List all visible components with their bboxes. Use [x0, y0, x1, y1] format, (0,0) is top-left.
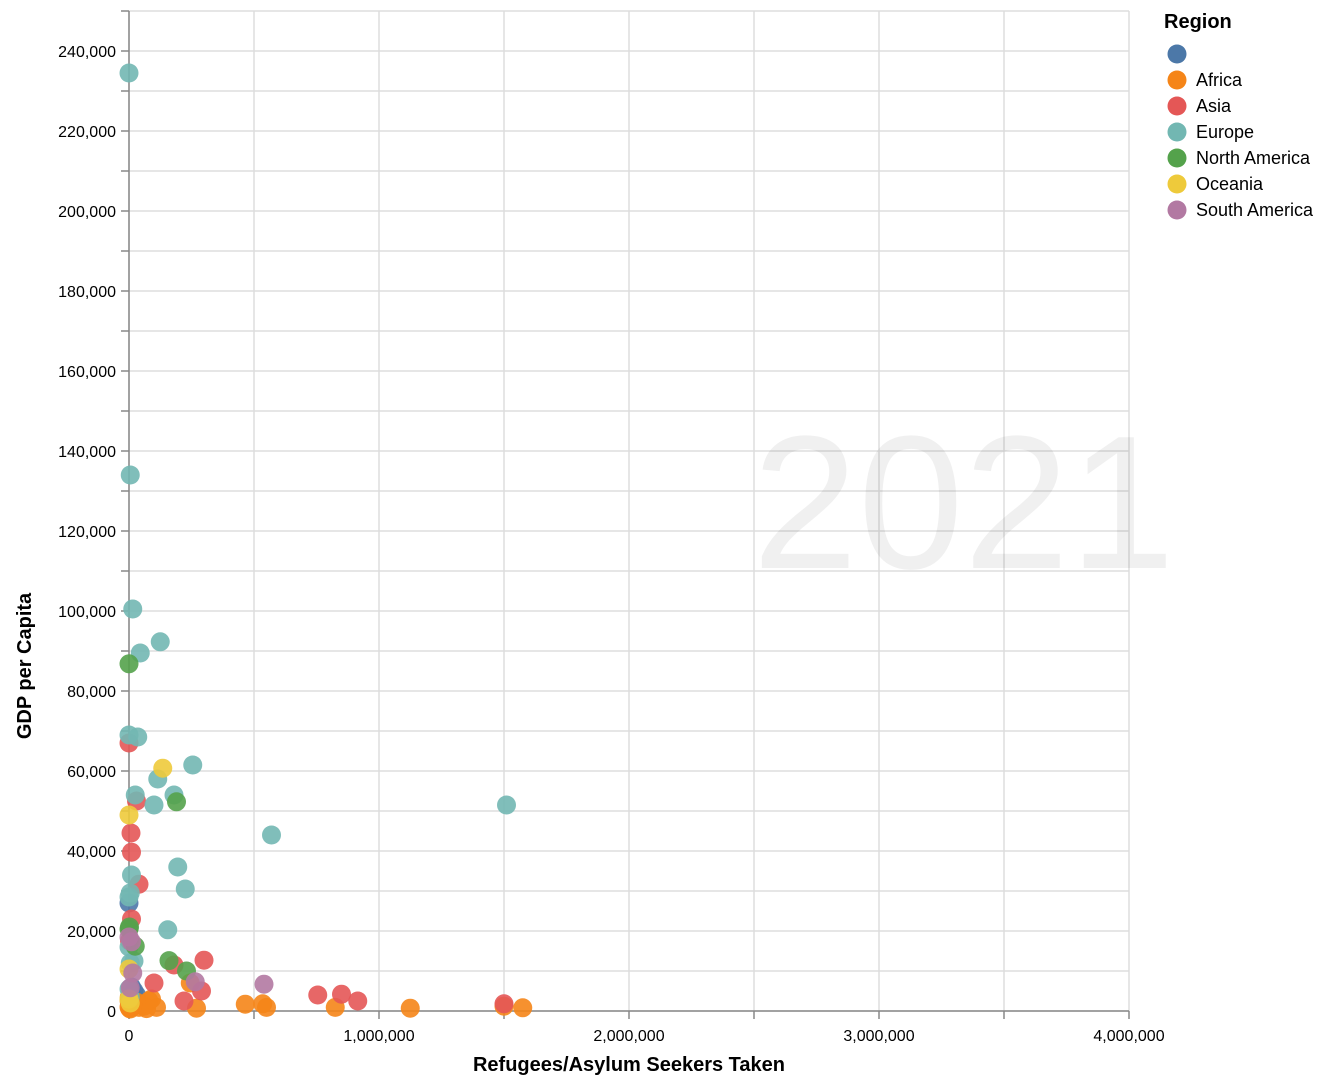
data-point	[183, 755, 203, 775]
legend-swatch	[1167, 44, 1187, 64]
y-tick-label: 240,000	[58, 44, 116, 61]
data-point	[185, 972, 205, 992]
data-point	[159, 951, 179, 971]
data-points	[119, 63, 533, 1019]
legend-label: Africa	[1196, 70, 1243, 90]
data-point	[253, 994, 273, 1014]
legend-swatch	[1167, 122, 1187, 142]
data-point	[119, 725, 139, 745]
legend-label: South America	[1196, 200, 1314, 220]
y-axis-title: GDP per Capita	[14, 592, 36, 739]
data-point	[494, 994, 514, 1014]
y-tick-label: 60,000	[67, 764, 116, 781]
legend: Region Africa Asia Europe North America Ocea…	[1164, 11, 1314, 220]
data-point	[123, 599, 143, 619]
data-point	[122, 842, 141, 862]
y-tick-label: 100,000	[58, 604, 116, 621]
y-tick-label: 20,000	[67, 924, 116, 941]
data-point	[144, 973, 164, 993]
data-point	[122, 865, 141, 885]
data-point	[119, 927, 139, 947]
data-point	[120, 993, 140, 1013]
y-tick-label: 40,000	[67, 844, 116, 861]
data-point	[168, 857, 188, 877]
data-point	[167, 792, 186, 812]
legend-title: Region	[1164, 11, 1232, 33]
legend-swatch	[1167, 200, 1187, 220]
legend-label: North America	[1196, 148, 1311, 168]
data-point	[123, 963, 143, 983]
x-tick-label: 1,000,000	[343, 1028, 414, 1045]
data-point	[254, 974, 274, 994]
x-tick-label: 3,000,000	[843, 1028, 914, 1045]
data-point	[262, 825, 281, 845]
data-point	[194, 950, 214, 970]
data-point	[235, 994, 255, 1014]
legend-swatch	[1167, 148, 1187, 168]
year-watermark: 2021	[752, 397, 1175, 609]
data-point	[121, 823, 141, 843]
data-point	[120, 978, 140, 998]
legend-label: Europe	[1196, 122, 1254, 142]
data-point	[332, 984, 351, 1004]
data-point	[497, 795, 516, 815]
x-tick-label: 0	[125, 1028, 134, 1045]
data-point	[119, 654, 139, 674]
legend-swatch	[1167, 96, 1187, 116]
data-point	[348, 991, 368, 1011]
y-tick-label: 80,000	[67, 684, 116, 701]
y-tick-label: 140,000	[58, 444, 116, 461]
data-point	[308, 985, 328, 1005]
x-tick-label: 4,000,000	[1093, 1028, 1164, 1045]
axes: 0 1,000,000 2,000,000 3,000,000 4,000,000 0 20…	[58, 10, 1165, 1045]
data-point	[175, 879, 195, 899]
legend-swatch	[1167, 174, 1187, 194]
data-point	[144, 795, 164, 815]
grid-lines	[128, 10, 1130, 1012]
x-tick-label: 2,000,000	[593, 1028, 664, 1045]
data-point	[119, 805, 139, 825]
x-axis-title: Refugees/Asylum Seekers Taken	[473, 1054, 785, 1076]
y-tick-label: 200,000	[58, 204, 116, 221]
data-point	[119, 63, 139, 83]
data-point	[153, 758, 173, 778]
data-point	[158, 920, 178, 940]
y-tick-label: 180,000	[58, 284, 116, 301]
legend-label: Asia	[1196, 96, 1232, 116]
data-point	[174, 991, 194, 1011]
y-tick-label: 220,000	[58, 124, 116, 141]
data-point	[120, 465, 140, 485]
data-point	[119, 887, 139, 907]
y-tick-label: 160,000	[58, 364, 116, 381]
data-point	[513, 998, 533, 1018]
legend-swatch	[1167, 70, 1187, 90]
data-point	[150, 632, 170, 652]
y-tick-label: 120,000	[58, 524, 116, 541]
data-point	[400, 998, 420, 1018]
data-point	[125, 785, 145, 805]
legend-label: Oceania	[1196, 174, 1264, 194]
y-tick-label: 0	[107, 1004, 116, 1021]
